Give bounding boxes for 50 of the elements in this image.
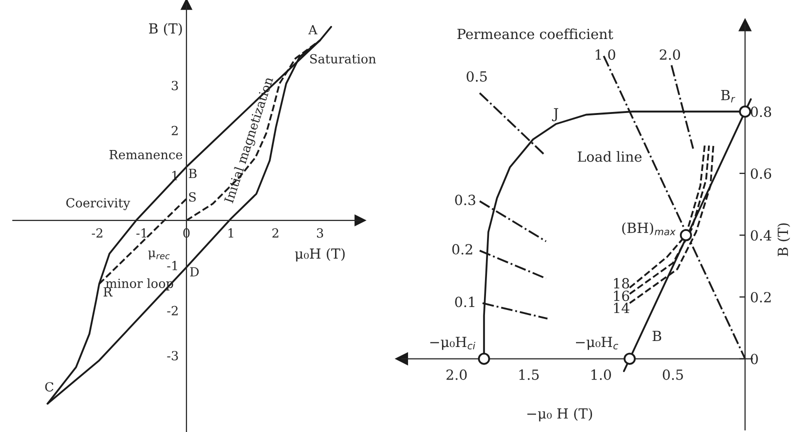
annotation: 0.5: [466, 71, 487, 82]
y-tick-label: 0.8: [750, 106, 772, 118]
annotation: Saturation: [310, 54, 376, 64]
annotation: 0.2: [452, 244, 472, 255]
annotation: R: [104, 287, 113, 296]
y-axis-title: B (T): [777, 223, 790, 256]
x-tick-label: 1: [228, 228, 234, 238]
y-tick-label: 3: [172, 80, 178, 90]
annotation: B$_{r}$: [721, 90, 736, 102]
x-tick-label: 1.0: [591, 369, 611, 380]
x-axis-title: μ₀H (T): [295, 248, 345, 262]
annotation: 14: [614, 302, 630, 314]
y-tick-label: 0.4: [750, 230, 772, 241]
annotation: μ$_{rec}$: [148, 250, 170, 260]
annotation: A: [308, 25, 318, 34]
annotation: Remanence: [110, 150, 182, 160]
annotation: 16: [614, 290, 630, 302]
annotation: 18: [614, 278, 630, 289]
y-tick-label: -3: [167, 350, 178, 360]
annotation: Load line: [578, 151, 642, 162]
x-tick-label: 2.0: [446, 369, 467, 380]
annotation: −μ₀H$_{ci}$: [430, 336, 476, 350]
y-tick-label: 0: [750, 354, 758, 364]
annotation: S: [189, 192, 196, 202]
annotation: 2.0: [660, 49, 680, 60]
annotation: 1.0: [596, 49, 616, 60]
y-axis-title: B (T): [149, 22, 182, 36]
y-tick-label: -1: [167, 260, 178, 270]
annotation: 0.1: [455, 296, 474, 308]
x-tick-label: 2: [272, 228, 278, 238]
annotation: 0.3: [455, 194, 476, 206]
y-tick-label: 0.2: [750, 292, 771, 302]
annotation: Coercivity: [66, 198, 130, 210]
annotation: J: [552, 108, 558, 122]
annotation: (BH)$_{max}$: [622, 222, 676, 236]
x-tick-label: -2: [92, 228, 102, 238]
y-tick-label: 0.6: [750, 168, 772, 179]
annotation: B: [652, 330, 662, 341]
x-tick-label: -1: [136, 228, 146, 238]
x-tick-label: 1.5: [519, 369, 539, 380]
x-axis-title: −μ₀ H (T): [527, 408, 592, 422]
y-tick-label: -2: [167, 306, 178, 316]
x-tick-label: 3: [317, 228, 324, 238]
x-tick-label: 0.5: [662, 369, 683, 380]
y-tick-label: 2: [172, 126, 178, 136]
annotation: C: [45, 382, 54, 392]
annotation: −μ₀H$_{c}$: [576, 336, 618, 350]
annotation: Permeance coefficient: [457, 28, 614, 40]
annotation: B: [188, 168, 197, 178]
annotation: D: [190, 267, 199, 276]
